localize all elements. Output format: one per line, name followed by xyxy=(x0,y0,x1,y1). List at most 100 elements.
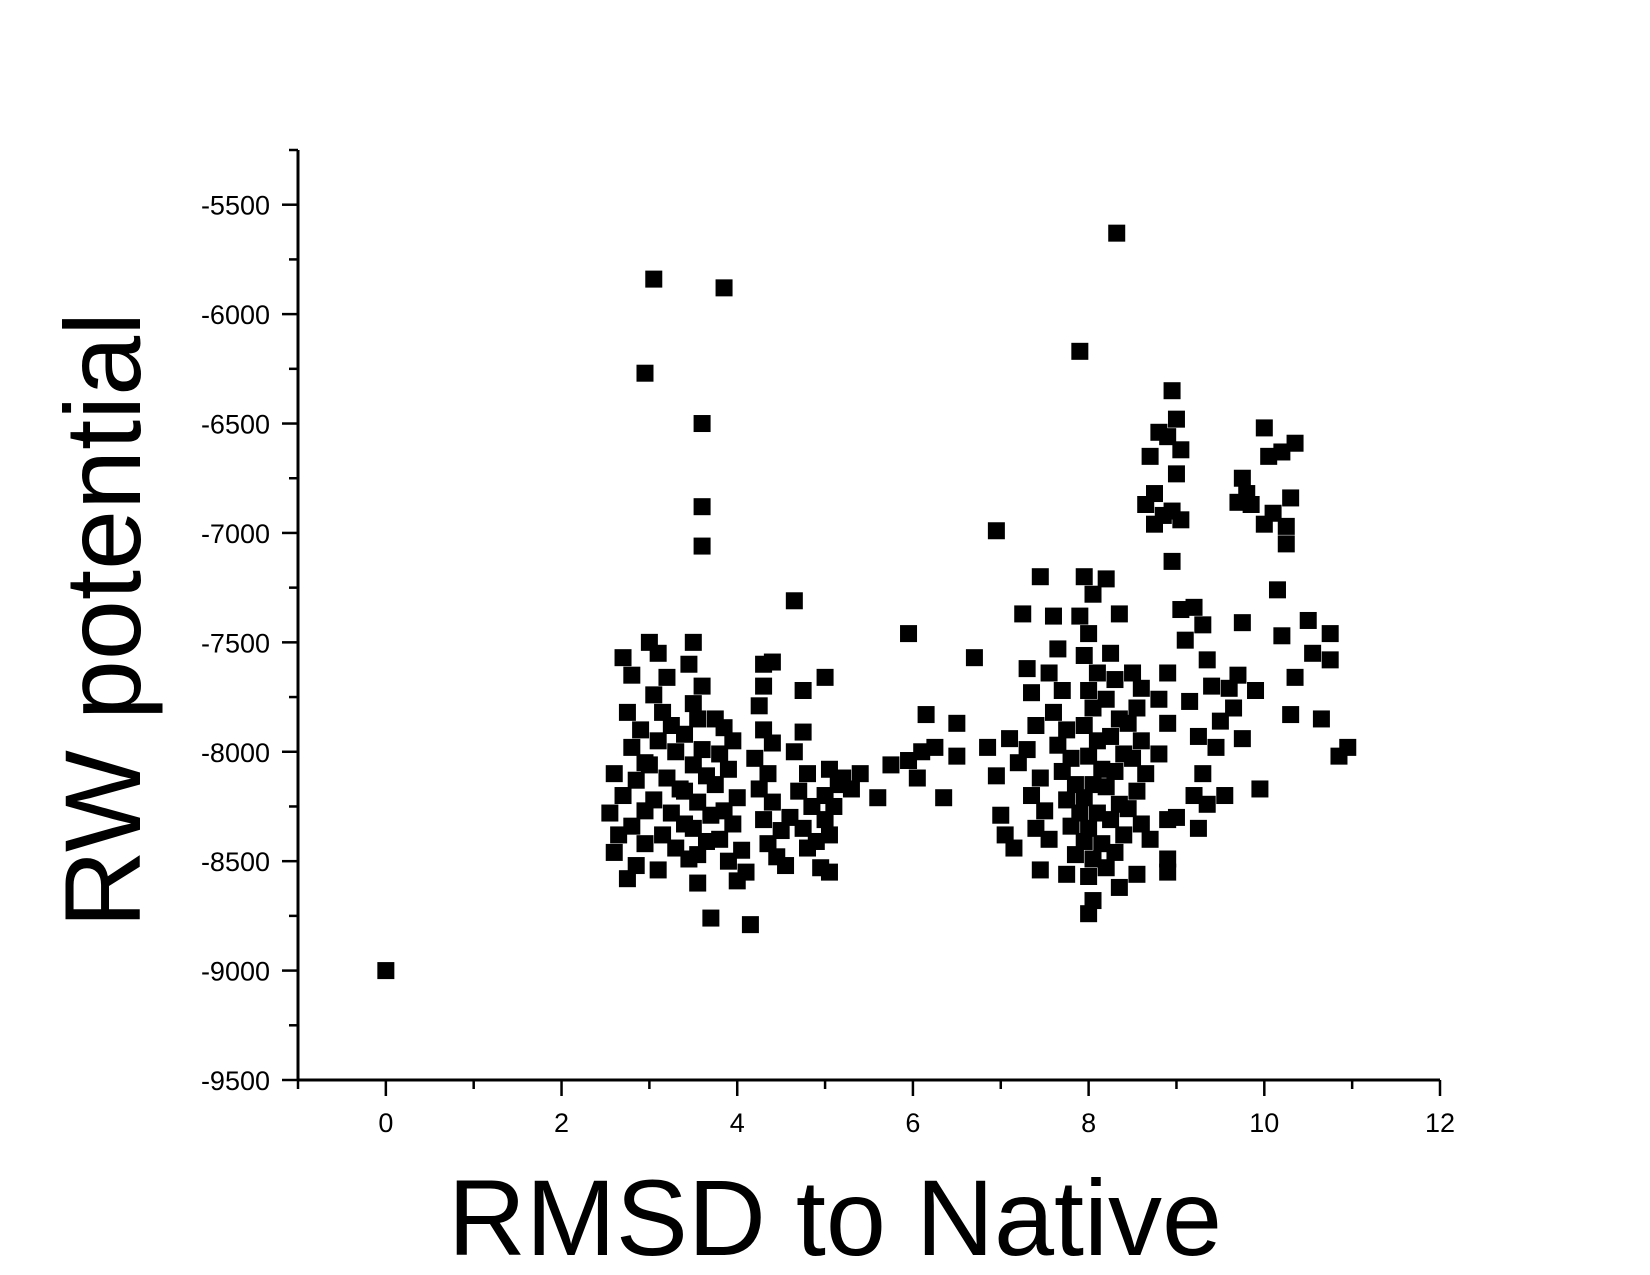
data-point xyxy=(741,916,759,934)
data-point xyxy=(763,653,781,671)
data-point xyxy=(1106,762,1124,780)
data-point xyxy=(803,797,821,815)
data-point xyxy=(1080,747,1098,765)
data-point xyxy=(790,782,808,800)
data-point xyxy=(1049,736,1067,754)
data-point xyxy=(1304,644,1322,662)
data-point xyxy=(693,415,711,433)
data-point xyxy=(1242,495,1260,513)
data-point xyxy=(715,802,733,820)
data-point xyxy=(1321,625,1339,643)
data-point xyxy=(610,826,628,844)
data-point xyxy=(1097,859,1115,877)
data-point xyxy=(1102,727,1120,745)
data-point xyxy=(987,767,1005,785)
data-point xyxy=(1312,710,1330,728)
data-point xyxy=(1141,447,1159,465)
data-point xyxy=(1075,568,1093,586)
data-point xyxy=(662,804,680,822)
data-point xyxy=(684,695,702,713)
data-point xyxy=(1093,760,1111,778)
data-point xyxy=(794,681,812,699)
data-point xyxy=(772,822,790,840)
data-point xyxy=(1080,819,1098,837)
data-point xyxy=(1189,819,1207,837)
data-point xyxy=(1282,706,1300,724)
data-point xyxy=(1102,811,1120,829)
data-point xyxy=(1084,585,1102,603)
data-point xyxy=(759,765,777,783)
data-point xyxy=(623,817,641,835)
data-point xyxy=(1172,511,1190,529)
data-point xyxy=(1225,699,1243,717)
data-point xyxy=(1062,817,1080,835)
data-point xyxy=(1141,830,1159,848)
data-point xyxy=(1031,769,1049,787)
data-point xyxy=(1159,428,1177,446)
data-point xyxy=(1198,651,1216,669)
data-point xyxy=(917,706,935,724)
data-point xyxy=(693,741,711,759)
data-point xyxy=(1044,703,1062,721)
data-point xyxy=(1058,721,1076,739)
data-point xyxy=(987,522,1005,540)
data-point xyxy=(614,787,632,805)
data-point xyxy=(1071,607,1089,625)
y-axis-title: RW potential xyxy=(42,312,163,928)
data-point xyxy=(1080,625,1098,643)
data-point xyxy=(689,710,707,728)
data-point xyxy=(799,839,817,857)
data-point xyxy=(605,843,623,861)
data-point xyxy=(1097,778,1115,796)
y-tick-label: -9000 xyxy=(201,957,270,987)
data-point xyxy=(1053,681,1071,699)
data-point xyxy=(711,830,729,848)
x-axis: 0 2 4 6 8 10 12 xyxy=(296,1078,1455,1138)
data-point xyxy=(842,780,860,798)
data-point xyxy=(1264,504,1282,522)
data-point xyxy=(1040,664,1058,682)
data-point xyxy=(654,826,672,844)
data-point xyxy=(763,793,781,811)
data-point xyxy=(1049,640,1067,658)
data-point xyxy=(750,780,768,798)
data-point xyxy=(649,644,667,662)
data-point xyxy=(794,819,812,837)
data-point xyxy=(618,870,636,888)
data-point xyxy=(1066,776,1084,794)
data-point xyxy=(636,835,654,853)
data-point xyxy=(755,721,773,739)
x-tick-label: 0 xyxy=(378,1108,393,1138)
data-point xyxy=(763,734,781,752)
data-point xyxy=(816,811,834,829)
data-point xyxy=(676,782,694,800)
data-point xyxy=(706,776,724,794)
data-point xyxy=(719,760,737,778)
data-point xyxy=(965,649,983,667)
data-point xyxy=(900,752,918,770)
data-point xyxy=(1080,905,1098,923)
data-point xyxy=(1247,681,1265,699)
data-point xyxy=(882,756,900,774)
data-point xyxy=(935,789,953,807)
data-point xyxy=(1053,762,1071,780)
data-point xyxy=(715,279,733,297)
data-point xyxy=(750,697,768,715)
data-point xyxy=(1128,865,1146,883)
data-point xyxy=(1189,727,1207,745)
y-tick-label: -9500 xyxy=(201,1066,270,1096)
data-point xyxy=(1124,664,1142,682)
y-tick-label: -7500 xyxy=(201,628,270,658)
data-point xyxy=(676,725,694,743)
data-point xyxy=(1018,660,1036,678)
data-point xyxy=(1088,732,1106,750)
data-point xyxy=(1009,754,1027,772)
x-tick-label: 12 xyxy=(1425,1108,1455,1138)
data-point xyxy=(1216,787,1234,805)
data-point xyxy=(1282,489,1300,507)
data-point xyxy=(728,789,746,807)
data-point xyxy=(1071,342,1089,360)
data-point xyxy=(684,819,702,837)
x-tick-label: 10 xyxy=(1249,1108,1279,1138)
data-point xyxy=(794,723,812,741)
